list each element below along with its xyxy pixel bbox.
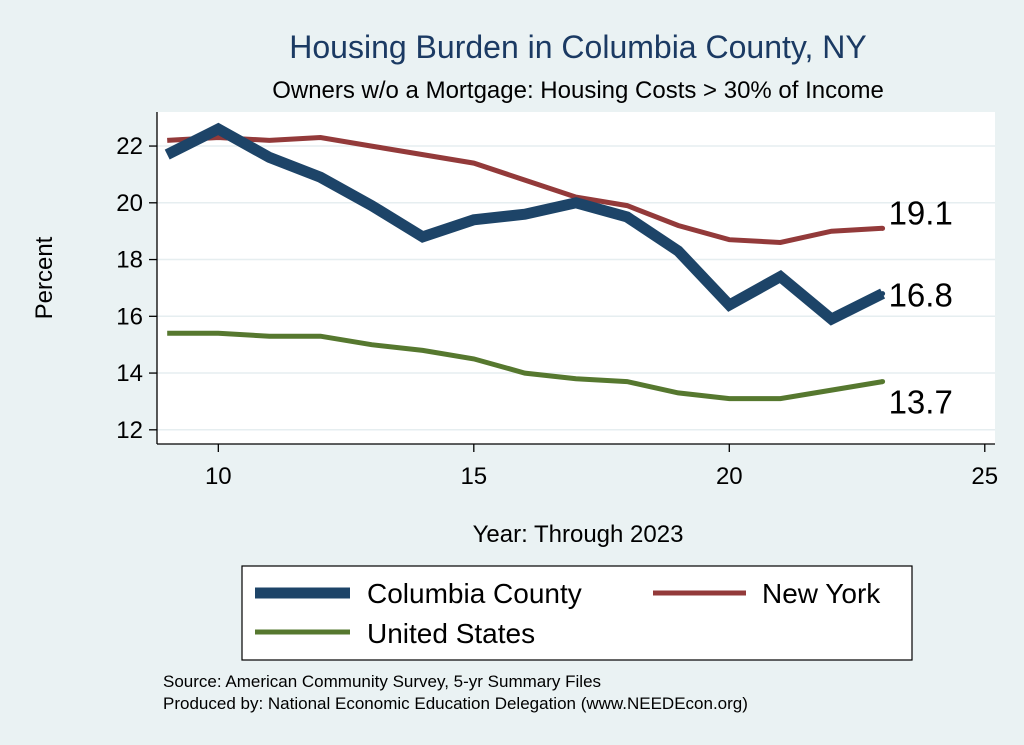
x-tick-label: 20 — [716, 463, 743, 490]
legend-label-new-york: New York — [762, 578, 881, 609]
y-tick-label: 14 — [116, 360, 143, 387]
chart-subtitle: Owners w/o a Mortgage: Housing Costs > 3… — [272, 77, 884, 104]
end-label-united-states: 13.7 — [889, 384, 953, 421]
end-labels: 19.1 16.8 13.7 — [889, 194, 953, 420]
end-label-columbia-county: 16.8 — [889, 277, 953, 314]
end-point-new-york — [880, 225, 886, 231]
end-label-new-york: 19.1 — [889, 194, 953, 231]
grid-lines — [157, 145, 995, 431]
produced-by-note: Produced by: National Economic Education… — [163, 694, 748, 713]
series-line-new-york — [167, 134, 883, 246]
source-note: Source: American Community Survey, 5-yr … — [163, 672, 601, 691]
y-tick-label: 18 — [116, 247, 143, 274]
axes — [156, 112, 995, 445]
x-tick-label: 15 — [460, 463, 487, 490]
x-tick-label: 10 — [205, 463, 232, 490]
legend-label-columbia-county: Columbia County — [367, 578, 582, 609]
x-tick-label: 25 — [971, 463, 998, 490]
y-tick-label: 12 — [116, 417, 143, 444]
legend: Columbia County New York United States — [241, 565, 913, 661]
y-axis-title: Percent — [31, 236, 58, 319]
y-tick-label: 20 — [116, 190, 143, 217]
y-tick-label: 16 — [116, 303, 143, 330]
y-tick-label: 22 — [116, 133, 143, 160]
end-point-united-states — [880, 379, 886, 385]
series-line-columbia-county — [164, 122, 886, 326]
series-lines — [164, 122, 886, 402]
series-line-united-states — [167, 330, 884, 402]
legend-box — [241, 565, 913, 661]
axis-ticks: 12 14 16 18 20 22 10 15 20 25 — [116, 133, 998, 490]
chart-title: Housing Burden in Columbia County, NY — [289, 29, 866, 65]
legend-label-united-states: United States — [367, 618, 535, 649]
end-point-columbia-county — [880, 291, 886, 297]
x-axis-title: Year: Through 2023 — [473, 521, 684, 548]
